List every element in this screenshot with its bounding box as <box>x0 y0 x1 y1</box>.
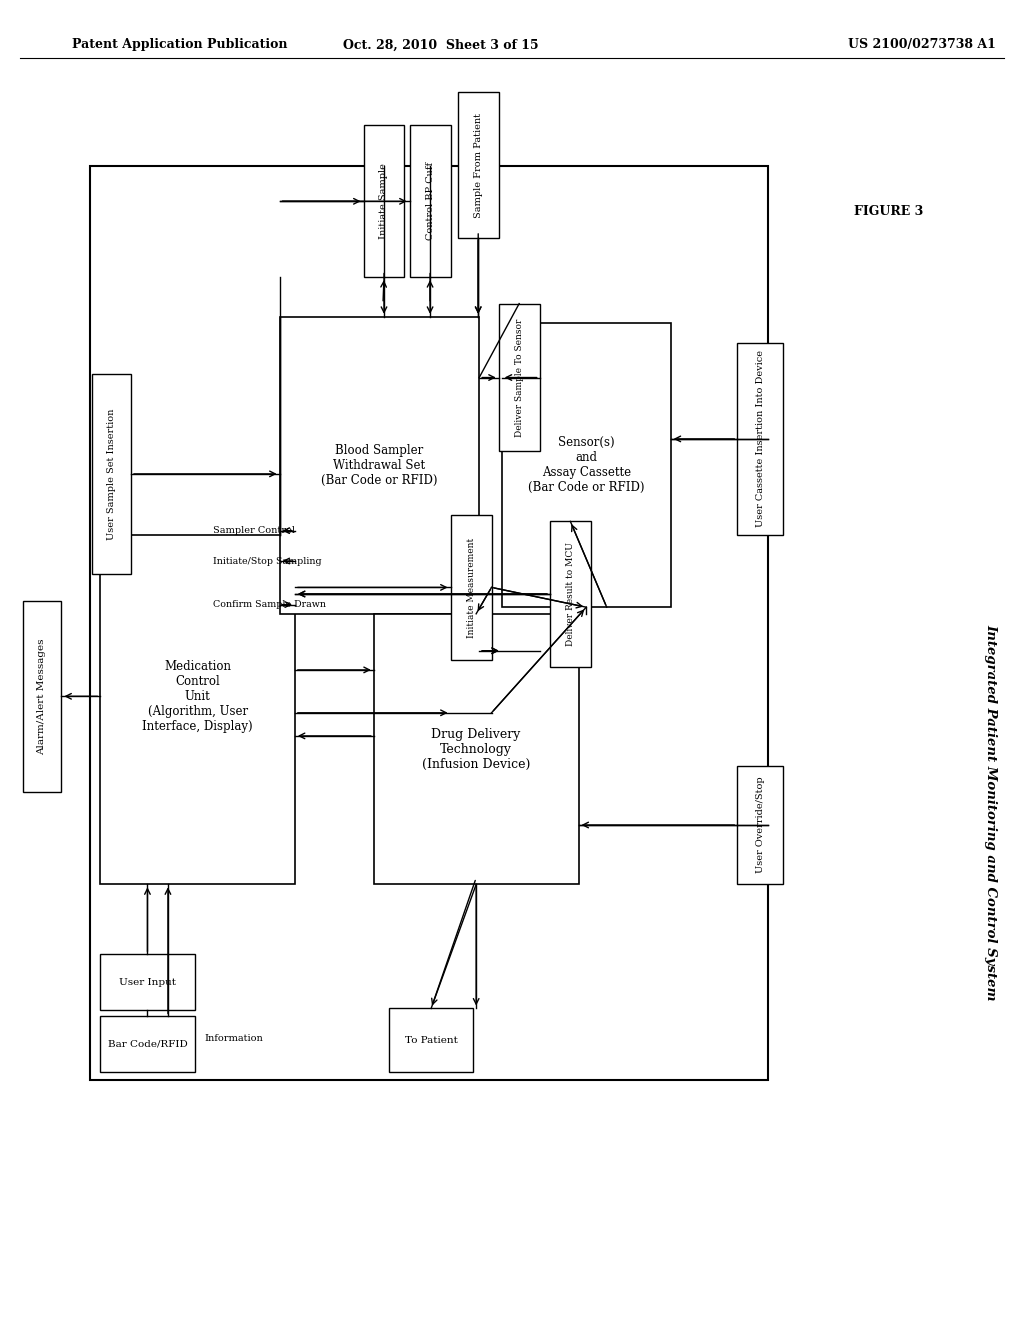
Text: Initiate Measurement: Initiate Measurement <box>467 537 475 638</box>
FancyBboxPatch shape <box>451 515 492 660</box>
Text: US 2100/0273738 A1: US 2100/0273738 A1 <box>848 38 995 51</box>
FancyBboxPatch shape <box>364 125 404 277</box>
Text: Bar Code/RFID: Bar Code/RFID <box>108 1040 187 1048</box>
Text: Deliver Sample To Sensor: Deliver Sample To Sensor <box>515 318 523 437</box>
Text: Confirm Sample Drawn: Confirm Sample Drawn <box>213 601 326 609</box>
Text: Initiate/Stop Sampling: Initiate/Stop Sampling <box>213 557 322 565</box>
Text: Medication
Control
Unit
(Algorithm, User
Interface, Display): Medication Control Unit (Algorithm, User… <box>142 660 253 733</box>
Text: User Input: User Input <box>119 978 176 986</box>
Text: User Sample Set Insertion: User Sample Set Insertion <box>108 408 116 540</box>
Text: Integrated Patient Monitoring and Control System: Integrated Patient Monitoring and Contro… <box>985 623 997 1001</box>
FancyBboxPatch shape <box>550 521 591 667</box>
Text: Oct. 28, 2010  Sheet 3 of 15: Oct. 28, 2010 Sheet 3 of 15 <box>342 38 539 51</box>
Text: To Patient: To Patient <box>404 1036 458 1044</box>
FancyBboxPatch shape <box>410 125 451 277</box>
FancyBboxPatch shape <box>502 323 671 607</box>
FancyBboxPatch shape <box>499 304 540 451</box>
Text: FIGURE 3: FIGURE 3 <box>854 205 924 218</box>
FancyBboxPatch shape <box>458 92 499 238</box>
Text: Alarm/Alert Messages: Alarm/Alert Messages <box>38 638 46 755</box>
Text: Deliver Result to MCU: Deliver Result to MCU <box>566 543 574 645</box>
Text: Control BP Cuff: Control BP Cuff <box>426 162 434 240</box>
FancyBboxPatch shape <box>280 317 479 614</box>
Text: Sensor(s)
and
Assay Cassette
(Bar Code or RFID): Sensor(s) and Assay Cassette (Bar Code o… <box>528 437 644 494</box>
Text: Information: Information <box>205 1035 263 1043</box>
FancyBboxPatch shape <box>374 614 579 884</box>
FancyBboxPatch shape <box>23 601 61 792</box>
FancyBboxPatch shape <box>737 343 783 535</box>
Text: Initiate Sample: Initiate Sample <box>380 164 388 239</box>
Text: User Override/Stop: User Override/Stop <box>756 776 765 874</box>
Text: Blood Sampler
Withdrawal Set
(Bar Code or RFID): Blood Sampler Withdrawal Set (Bar Code o… <box>322 444 437 487</box>
Text: Patent Application Publication: Patent Application Publication <box>72 38 287 51</box>
FancyBboxPatch shape <box>92 374 131 574</box>
FancyBboxPatch shape <box>100 1016 195 1072</box>
Text: User Cassette Insertion Into Device: User Cassette Insertion Into Device <box>756 350 765 528</box>
FancyBboxPatch shape <box>389 1008 473 1072</box>
Text: Sampler Control: Sampler Control <box>213 527 295 535</box>
FancyBboxPatch shape <box>737 766 783 884</box>
FancyBboxPatch shape <box>100 535 295 884</box>
FancyBboxPatch shape <box>100 954 195 1010</box>
Text: Sample From Patient: Sample From Patient <box>474 112 482 218</box>
Text: Drug Delivery
Technology
(Infusion Device): Drug Delivery Technology (Infusion Devic… <box>422 727 530 771</box>
